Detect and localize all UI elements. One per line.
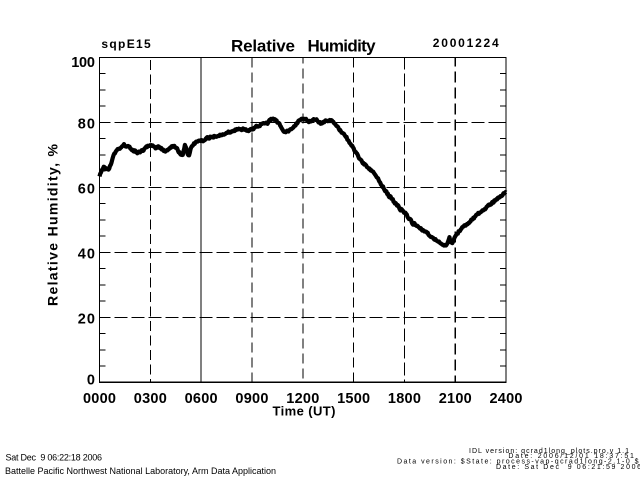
svg-text:0600: 0600 [185,391,218,407]
svg-text:100: 100 [71,55,95,71]
svg-text:Relative: Relative [231,36,295,55]
svg-text:Humidity: Humidity [308,36,377,55]
svg-text:2100: 2100 [439,391,472,407]
svg-text:Data version: $State: process-: Data version: $State: process-vap-qcrad1… [397,458,639,465]
svg-text:20: 20 [78,312,95,328]
svg-text:60: 60 [78,182,95,198]
svg-text:20001224: 20001224 [433,36,499,50]
svg-text:0900: 0900 [235,391,268,407]
svg-text:2400: 2400 [490,391,523,407]
svg-text:Date: Sat Dec 9 06:21:59 2006: Date: Sat Dec 9 06:21:59 2006 [496,464,640,471]
svg-text:Time (UT): Time (UT) [273,404,336,419]
svg-text:1200: 1200 [286,391,319,407]
svg-text:sqpE15: sqpE15 [101,37,151,51]
svg-text:1800: 1800 [388,391,421,407]
svg-text:Relative Humidity, %: Relative Humidity, % [44,143,60,306]
svg-text:Date: 2006/12/01 18:37:51: Date: 2006/12/01 18:37:51 [508,453,634,460]
svg-text:80: 80 [78,117,95,133]
svg-text:Battelle Pacific Northwest Nat: Battelle Pacific Northwest National Labo… [5,466,276,476]
svg-text:0: 0 [87,373,95,389]
svg-text:1500: 1500 [337,391,370,407]
svg-text:IDL version: qcrad1long_plots.: IDL version: qcrad1long_plots.pro,v 1.1 [469,448,629,455]
svg-text:Sat Dec 9 06:22:18 2006: Sat Dec 9 06:22:18 2006 [6,452,103,462]
svg-text:0000: 0000 [83,391,116,407]
svg-text:40: 40 [78,247,95,263]
svg-text:0300: 0300 [134,391,167,407]
